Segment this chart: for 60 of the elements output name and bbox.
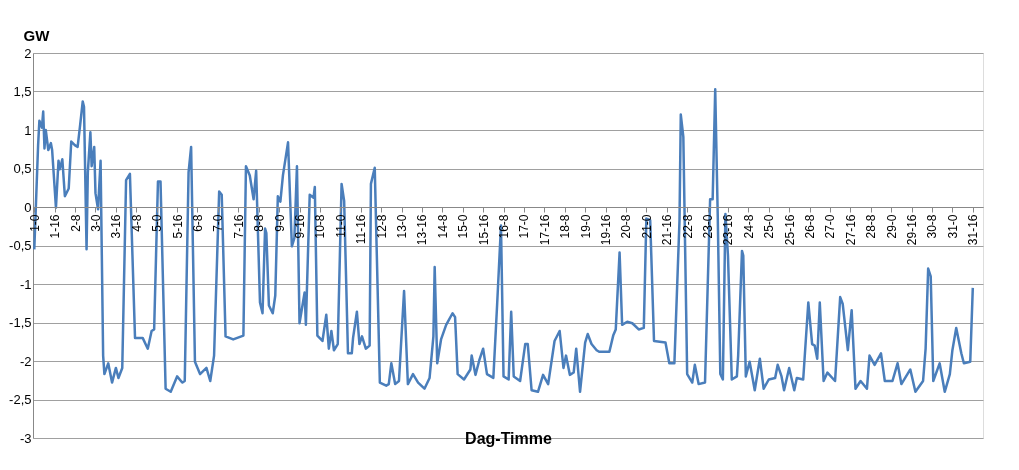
- x-tick-label: 11-0: [333, 214, 348, 238]
- x-tick-label: 5-16: [170, 214, 185, 239]
- x-tick-label: 19-16: [599, 214, 614, 246]
- x-tick-label: 1-0: [27, 214, 42, 232]
- x-tick-label: 31-0: [945, 214, 960, 239]
- x-tick-label: 29-0: [884, 214, 899, 239]
- x-tick-label: 3-16: [109, 214, 124, 239]
- y-tick-label: 1,5: [13, 84, 32, 99]
- y-tick-label: -2: [19, 353, 32, 369]
- x-tick-label: 17-0: [517, 214, 532, 239]
- x-tick-label: 4-8: [129, 214, 144, 232]
- x-tick-label: 23-16: [721, 214, 736, 246]
- x-tick-label: 12-8: [374, 214, 389, 239]
- y-axis-title: GW: [23, 26, 51, 44]
- y-tick-label: 0,5: [13, 161, 32, 176]
- x-tick-label: 5-0: [150, 214, 165, 232]
- x-tick-label: 30-8: [925, 214, 940, 239]
- x-tick-label: 17-16: [537, 214, 552, 246]
- x-tick-label: 6-8: [191, 214, 205, 232]
- x-tick-label: 9-0: [272, 214, 287, 232]
- x-tick-label: 18-8: [558, 214, 573, 239]
- x-tick-label: 19-0: [578, 214, 593, 239]
- y-tick-label: -1: [19, 276, 32, 292]
- x-tick-label: 21-0: [639, 214, 654, 239]
- y-tick-label: 0: [24, 199, 32, 215]
- x-tick-label: 13-0: [395, 214, 410, 239]
- x-tick-label: 26-8: [803, 214, 818, 239]
- x-tick-label: 23-0: [701, 214, 716, 239]
- x-axis-title: Dag-Timme: [465, 429, 553, 447]
- x-tick-label: 29-16: [905, 214, 920, 246]
- x-tick-label: 22-8: [680, 214, 695, 239]
- x-tick-label: 7-0: [211, 214, 226, 232]
- y-tick-label: 2: [24, 45, 32, 61]
- y-tick-label: -3: [19, 430, 32, 446]
- x-tick-label: 27-16: [843, 214, 858, 246]
- x-tick-label: 3-0: [88, 214, 103, 232]
- x-tick-label: 2-8: [68, 214, 83, 232]
- x-tick-label: 16-8: [497, 214, 512, 239]
- x-tick-label: 7-16: [231, 214, 246, 239]
- x-tick-label: 14-8: [435, 214, 450, 239]
- x-tick-label: 24-8: [741, 214, 756, 239]
- y-tick-label: -2,5: [9, 392, 32, 407]
- x-tick-label: 11-16: [354, 214, 369, 245]
- x-tick-label: 15-0: [456, 214, 471, 239]
- x-tick-label: 13-16: [415, 214, 430, 246]
- x-tick-label: 21-16: [660, 214, 675, 246]
- y-tick-label: -1,5: [9, 315, 32, 330]
- x-tick-label: 28-8: [864, 214, 879, 239]
- x-tick-label: 25-16: [782, 214, 797, 246]
- y-tick-label: -0,5: [9, 238, 32, 253]
- x-tick-label: 15-16: [476, 214, 491, 246]
- x-tick-label: 10-8: [313, 214, 328, 239]
- x-tick-label: 20-8: [619, 214, 634, 239]
- x-tick-label: 9-16: [293, 214, 308, 239]
- x-tick-label: 25-0: [762, 214, 777, 239]
- y-tick-label: 1: [24, 122, 32, 138]
- x-tick-label: 1-16: [48, 214, 63, 239]
- x-tick-label: 31-16: [966, 214, 981, 246]
- x-tick-label: 27-0: [823, 214, 838, 239]
- x-tick-label: 8-8: [252, 214, 267, 232]
